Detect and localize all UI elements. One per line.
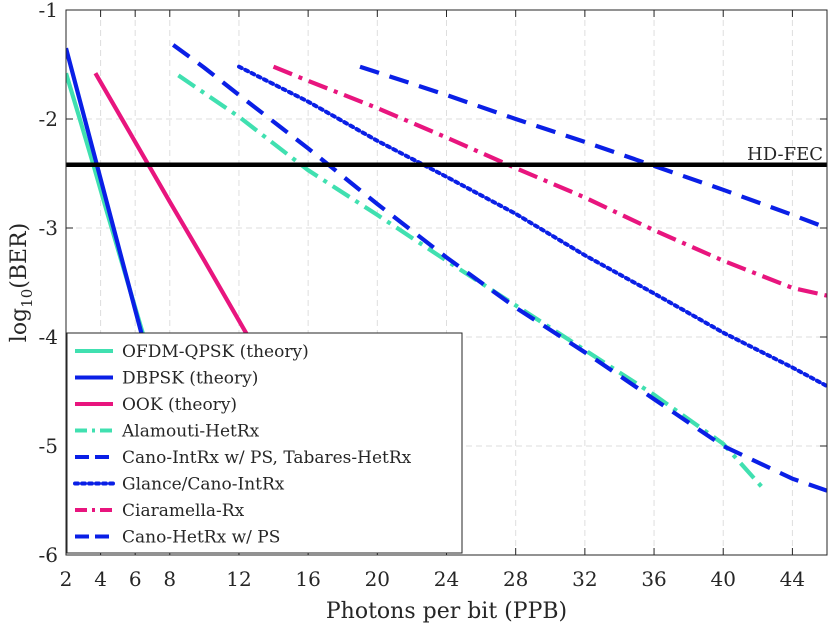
- hd-fec-label: HD-FEC: [747, 144, 823, 165]
- series-line-4: [171, 43, 827, 493]
- legend-label: Glance/Cano-IntRx: [122, 475, 285, 495]
- legend-label: OFDM-QPSK (theory): [122, 342, 309, 362]
- y-tick-label: -2: [39, 107, 58, 131]
- y-tick-label: -6: [39, 543, 58, 567]
- threshold-group: HD-FEC: [66, 144, 827, 168]
- series-line-7: [359, 64, 827, 230]
- series-line-6: [272, 64, 827, 298]
- x-tick-label: 6: [129, 567, 142, 591]
- x-tick-label: 36: [641, 567, 666, 591]
- x-tick-label: 44: [780, 567, 805, 591]
- x-tick-label: 8: [163, 567, 176, 591]
- legend-label: Ciaramella-Rx: [122, 501, 245, 521]
- y-tick-label: -3: [39, 216, 58, 240]
- legend-label: OOK (theory): [122, 395, 237, 415]
- legend: OFDM-QPSK (theory) DBPSK (theory) OOK (the…: [66, 332, 463, 554]
- x-axis-label: Photons per bit (PPB): [326, 599, 567, 624]
- legend-label: Cano-IntRx w/ PS, Tabares-HetRx: [122, 448, 412, 468]
- x-tick-label: 16: [295, 567, 320, 591]
- x-tick-label: 28: [503, 567, 528, 591]
- ticks-group: 2 4 6 8 12 16 20 24 28 32 36 40 44-6-5-4-3-2-1: [39, 0, 827, 591]
- legend-box: [66, 332, 463, 554]
- x-tick-label: 2: [60, 567, 73, 591]
- x-tick-label: 12: [226, 567, 251, 591]
- x-tick-label: 32: [572, 567, 597, 591]
- series-group: [66, 43, 827, 507]
- y-tick-label: -5: [39, 434, 58, 458]
- x-tick-label: 40: [711, 567, 736, 591]
- series-line-3: [177, 73, 763, 488]
- series-line-5: [237, 64, 827, 389]
- legend-label: Alamouti-HetRx: [121, 422, 260, 442]
- x-tick-label: 4: [94, 567, 107, 591]
- y-tick-label: -4: [39, 325, 58, 349]
- y-axis-label: log10(BER): [7, 223, 36, 342]
- x-tick-label: 20: [365, 567, 390, 591]
- legend-label: Cano-HetRx w/ PS: [122, 528, 280, 548]
- x-tick-label: 24: [434, 567, 459, 591]
- y-tick-label: -1: [39, 0, 58, 22]
- legend-label: DBPSK (theory): [122, 369, 258, 389]
